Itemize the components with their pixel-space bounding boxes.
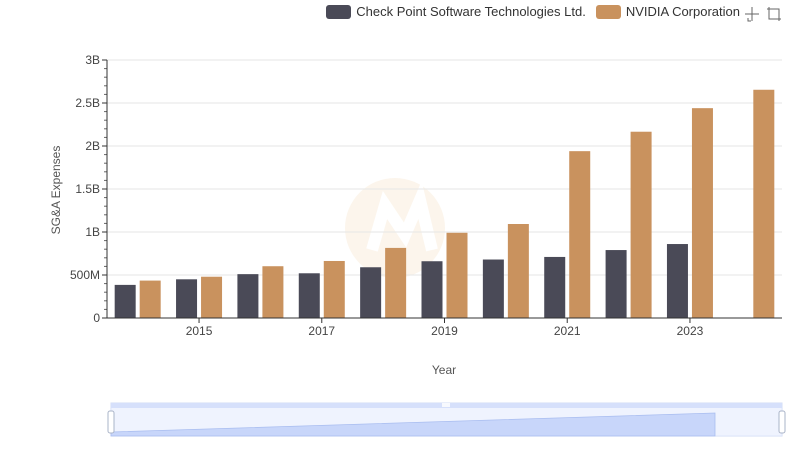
bar-nvidia[interactable] <box>201 276 223 318</box>
bar-check-point[interactable] <box>421 261 443 318</box>
bar-nvidia[interactable] <box>691 108 713 318</box>
chart-toolbox <box>744 6 782 22</box>
y-tick-label: 0 <box>93 311 100 325</box>
chart-legend: Check Point Software Technologies Ltd. N… <box>316 4 740 19</box>
legend-swatch-nvidia <box>595 4 621 19</box>
y-tick-label: 2.5B <box>75 96 100 110</box>
legend-label-check-point: Check Point Software Technologies Ltd. <box>356 4 586 19</box>
watermark-logo <box>345 178 445 278</box>
bar-nvidia[interactable] <box>507 224 529 318</box>
bar-check-point[interactable] <box>544 256 566 318</box>
bar-nvidia[interactable] <box>753 89 775 318</box>
legend-item-nvidia[interactable]: NVIDIA Corporation <box>595 4 740 19</box>
bar-check-point[interactable] <box>360 267 382 318</box>
y-tick-label: 1.5B <box>75 182 100 196</box>
legend-label-nvidia: NVIDIA Corporation <box>625 4 740 19</box>
y-axis-title: SG&A Expenses <box>49 146 63 235</box>
zoom-grip-icon[interactable] <box>442 403 450 407</box>
legend-item-check-point[interactable]: Check Point Software Technologies Ltd. <box>326 4 586 19</box>
bar-nvidia[interactable] <box>385 247 407 318</box>
bar-check-point[interactable] <box>605 250 627 318</box>
x-tick-label: 2015 <box>186 324 213 338</box>
bar-nvidia[interactable] <box>262 266 284 318</box>
bar-check-point[interactable] <box>237 274 259 318</box>
bar-check-point[interactable] <box>114 284 136 318</box>
x-tick-label: 2019 <box>431 324 458 338</box>
data-zoom-slider[interactable] <box>107 402 786 437</box>
zoom-icon[interactable] <box>744 6 760 22</box>
bar-nvidia[interactable] <box>630 131 652 318</box>
x-tick-label: 2017 <box>308 324 335 338</box>
bar-nvidia[interactable] <box>323 260 345 318</box>
bar-check-point[interactable] <box>666 244 688 318</box>
bar-nvidia[interactable] <box>139 280 161 318</box>
x-axis-title: Year <box>432 363 456 377</box>
bar-nvidia[interactable] <box>446 232 468 318</box>
bar-check-point[interactable] <box>482 259 504 318</box>
bar-check-point[interactable] <box>176 279 198 318</box>
bar-nvidia[interactable] <box>569 151 591 318</box>
y-tick-label: 500M <box>70 268 100 282</box>
y-tick-label: 1B <box>85 225 100 239</box>
restore-icon[interactable] <box>766 6 782 22</box>
x-tick-label: 2023 <box>677 324 704 338</box>
legend-swatch-check-point <box>326 4 352 19</box>
x-tick-label: 2021 <box>554 324 581 338</box>
y-tick-label: 3B <box>85 53 100 67</box>
y-tick-label: 2B <box>85 139 100 153</box>
bar-check-point[interactable] <box>298 273 320 318</box>
zoom-handle-left[interactable] <box>107 410 115 434</box>
zoom-data-shadow <box>110 412 716 437</box>
zoom-handle-right[interactable] <box>778 410 786 434</box>
